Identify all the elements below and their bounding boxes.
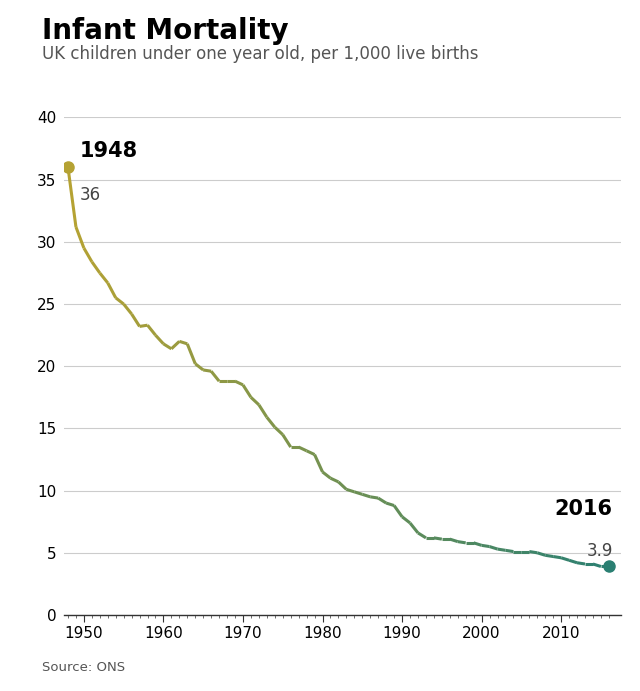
Text: 1948: 1948 (80, 141, 138, 161)
Text: UK children under one year old, per 1,000 live births: UK children under one year old, per 1,00… (42, 45, 478, 63)
Text: 2016: 2016 (555, 499, 613, 519)
Text: Infant Mortality: Infant Mortality (42, 17, 288, 46)
Text: 3.9: 3.9 (586, 542, 613, 560)
Text: 36: 36 (80, 186, 101, 204)
Text: Source: ONS: Source: ONS (42, 661, 125, 674)
Text: BBC: BBC (557, 661, 591, 676)
